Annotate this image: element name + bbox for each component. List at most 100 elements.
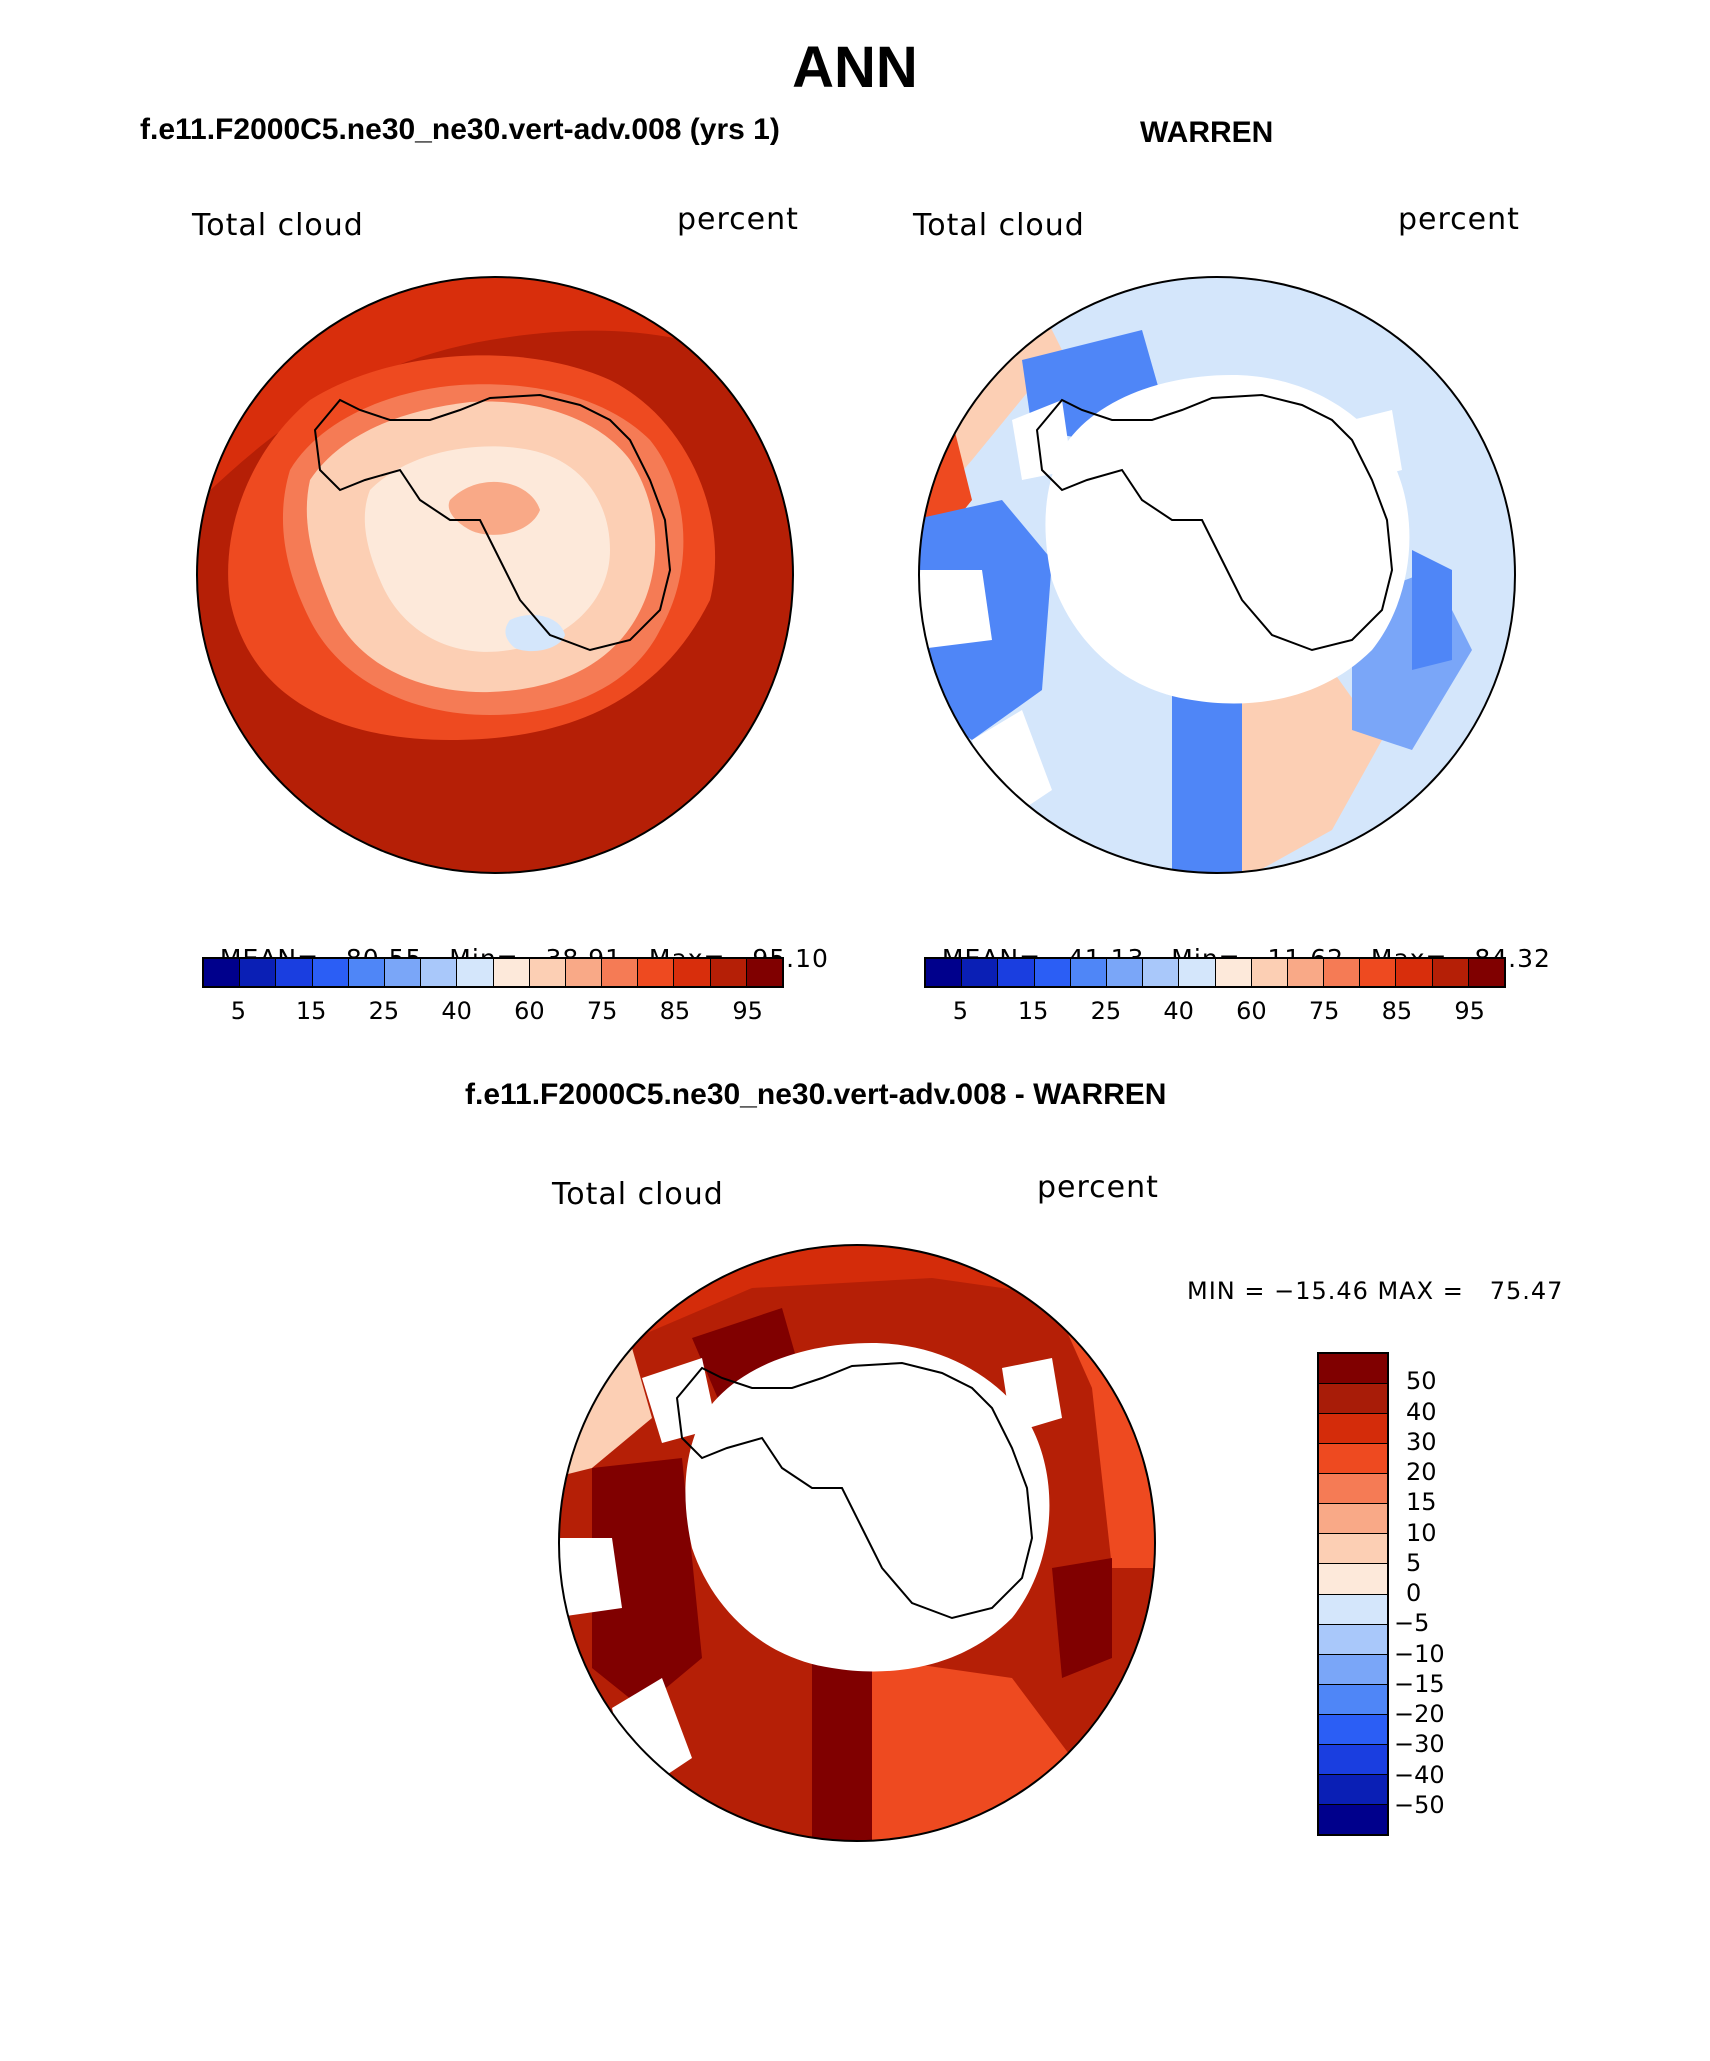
panel-obs-subtitle: WARREN: [1140, 116, 1274, 149]
obs-field-missing-nw: [1012, 400, 1072, 480]
model-colorbar-tick-label: 95: [732, 997, 763, 1025]
diff-colorbar-swatch: [1319, 1684, 1387, 1715]
model-colorbar-tick-label: 5: [230, 997, 247, 1025]
diff-colorbar-swatch: [1319, 1384, 1387, 1415]
diff-colorbar-swatch: [1319, 1594, 1387, 1625]
obs-coastline: [1035, 393, 1394, 652]
obs-field-pink-south: [1242, 670, 1382, 873]
panel-model-colorbar: [202, 957, 784, 988]
model-map-border: [196, 276, 794, 874]
diff-colorbar-swatch: [1319, 1774, 1387, 1805]
diff-colorbar-tick-label: 50: [1406, 1367, 1437, 1396]
diff-colorbar-tick-label: 0: [1406, 1579, 1422, 1607]
diff-field-missing-west: [559, 1538, 622, 1618]
diff-colorbar-swatch: [1319, 1564, 1387, 1595]
obs-field-blue-south: [1172, 690, 1242, 873]
diff-map-border: [558, 1244, 1156, 1842]
diff-colorbar-tick-label: 30: [1406, 1427, 1437, 1456]
obs-field-missing-interior: [1045, 375, 1410, 704]
diff-colorbar-tick-label: 5: [1406, 1548, 1422, 1577]
obs-colorbar-tick-label: 85: [1381, 997, 1413, 1025]
diff-colorbar-swatch: [1319, 1744, 1387, 1775]
model-colorbar-swatch: [276, 959, 313, 986]
model-colorbar-swatch: [602, 959, 639, 986]
obs-colorbar-tick-label: 5: [952, 997, 969, 1025]
obs-colorbar-tick-label: 40: [1163, 997, 1194, 1025]
model-coastline: [313, 393, 672, 652]
obs-colorbar-swatch: [1215, 959, 1252, 986]
diff-field-missing-nw: [642, 1358, 717, 1443]
model-colorbar-swatch: [204, 959, 241, 986]
panel-model-subtitle: f.e11.F2000C5.ne30_ne30.vert-adv.008 (yr…: [140, 113, 780, 146]
model-colorbar-tick-label: 15: [295, 997, 327, 1025]
obs-colorbar-tick-label: 95: [1454, 997, 1485, 1025]
panel-diff-units-label: percent: [1037, 1170, 1159, 1205]
model-colorbar-tick-label: 85: [659, 997, 691, 1025]
diff-colorbar-swatch: [1319, 1534, 1387, 1565]
panel-diff-subtitle: f.e11.F2000C5.ne30_ne30.vert-adv.008 - W…: [465, 1078, 1167, 1111]
diff-colorbar-tick-label: −40: [1394, 1760, 1445, 1789]
panel-model-variable-label: Total cloud: [192, 208, 364, 243]
model-colorbar-swatch: [384, 959, 422, 986]
obs-colorbar-tick-label: 60: [1236, 997, 1267, 1025]
diff-colorbar-tick-label: −10: [1394, 1639, 1445, 1668]
diff-colorbar-swatch: [1319, 1504, 1387, 1535]
panel-diff-variable-label: Total cloud: [552, 1177, 724, 1212]
panel-diff-colorbar: [1317, 1352, 1389, 1836]
model-colorbar-swatch: [348, 959, 385, 986]
model-colorbar-tick-label: 25: [368, 997, 400, 1025]
diff-coastline: [675, 1361, 1034, 1620]
obs-field-missing-ne: [1352, 410, 1402, 480]
diff-colorbar-tick-label: −15: [1394, 1669, 1445, 1698]
model-colorbar-swatch: [710, 959, 747, 986]
diff-colorbar-tick-label: 20: [1406, 1458, 1437, 1486]
diff-field-missing-interior: [685, 1343, 1050, 1672]
obs-colorbar-swatch: [1251, 959, 1288, 986]
panel-diff-map: [558, 1244, 1156, 1842]
diff-colorbar-tick-label: −50: [1394, 1790, 1445, 1819]
model-colorbar-swatch: [493, 959, 530, 986]
diff-colorbar-tick-label: −20: [1394, 1700, 1445, 1728]
model-field-patch: [448, 481, 540, 535]
obs-colorbar-swatch: [1396, 959, 1433, 986]
panel-diff-minmax: MIN = −15.46 MAX = 75.47: [1187, 1277, 1564, 1305]
diff-colorbar-swatch: [1319, 1474, 1387, 1505]
obs-map-border: [918, 276, 1516, 874]
model-field-blue-patch: [505, 615, 565, 652]
obs-colorbar-swatch: [962, 959, 999, 986]
diff-colorbar-swatch: [1319, 1624, 1387, 1655]
panel-model-map: [196, 276, 794, 874]
model-colorbar-swatch: [457, 959, 494, 986]
obs-colorbar-swatch: [1034, 959, 1071, 986]
obs-colorbar-swatch: [1432, 959, 1469, 986]
obs-colorbar-swatch: [1324, 959, 1361, 986]
model-colorbar-swatch: [565, 959, 603, 986]
diff-colorbar-swatch: [1319, 1354, 1387, 1385]
diff-colorbar-swatch: [1319, 1804, 1387, 1834]
panel-diff-colorbar-ticks: 50 40 30 20 15 10 5 0 −5 −10 −15 −20 −30 −40 −50: [1394, 1352, 1480, 1836]
diff-colorbar-swatch: [1319, 1444, 1387, 1475]
panel-obs-map: [918, 276, 1516, 874]
obs-colorbar-swatch: [1179, 959, 1216, 986]
model-colorbar-swatch: [638, 959, 675, 986]
obs-field-blue-east-inner: [1412, 550, 1452, 670]
obs-colorbar-swatch: [1143, 959, 1180, 986]
panel-obs-colorbar: [924, 957, 1506, 988]
diff-field-maroon-west: [592, 1458, 702, 1708]
diff-colorbar-tick-label: 40: [1406, 1397, 1437, 1426]
diff-colorbar-swatch: [1319, 1654, 1387, 1685]
panel-obs-units-label: percent: [1398, 202, 1520, 237]
diff-colorbar-swatch: [1319, 1414, 1387, 1445]
obs-colorbar-tick-label: 75: [1308, 997, 1340, 1025]
model-field-plateau: [364, 446, 610, 652]
model-colorbar-swatch: [240, 959, 277, 986]
diff-colorbar-tick-label: 15: [1406, 1488, 1437, 1517]
model-colorbar-swatch: [312, 959, 349, 986]
model-colorbar-tick-label: 75: [586, 997, 618, 1025]
model-colorbar-swatch: [421, 959, 458, 986]
obs-colorbar-tick-label: 15: [1017, 997, 1049, 1025]
diff-field-missing-ne: [1002, 1358, 1062, 1433]
model-field-north: [197, 277, 793, 510]
model-colorbar-swatch: [674, 959, 711, 986]
model-colorbar-tick-label: 40: [441, 997, 472, 1025]
